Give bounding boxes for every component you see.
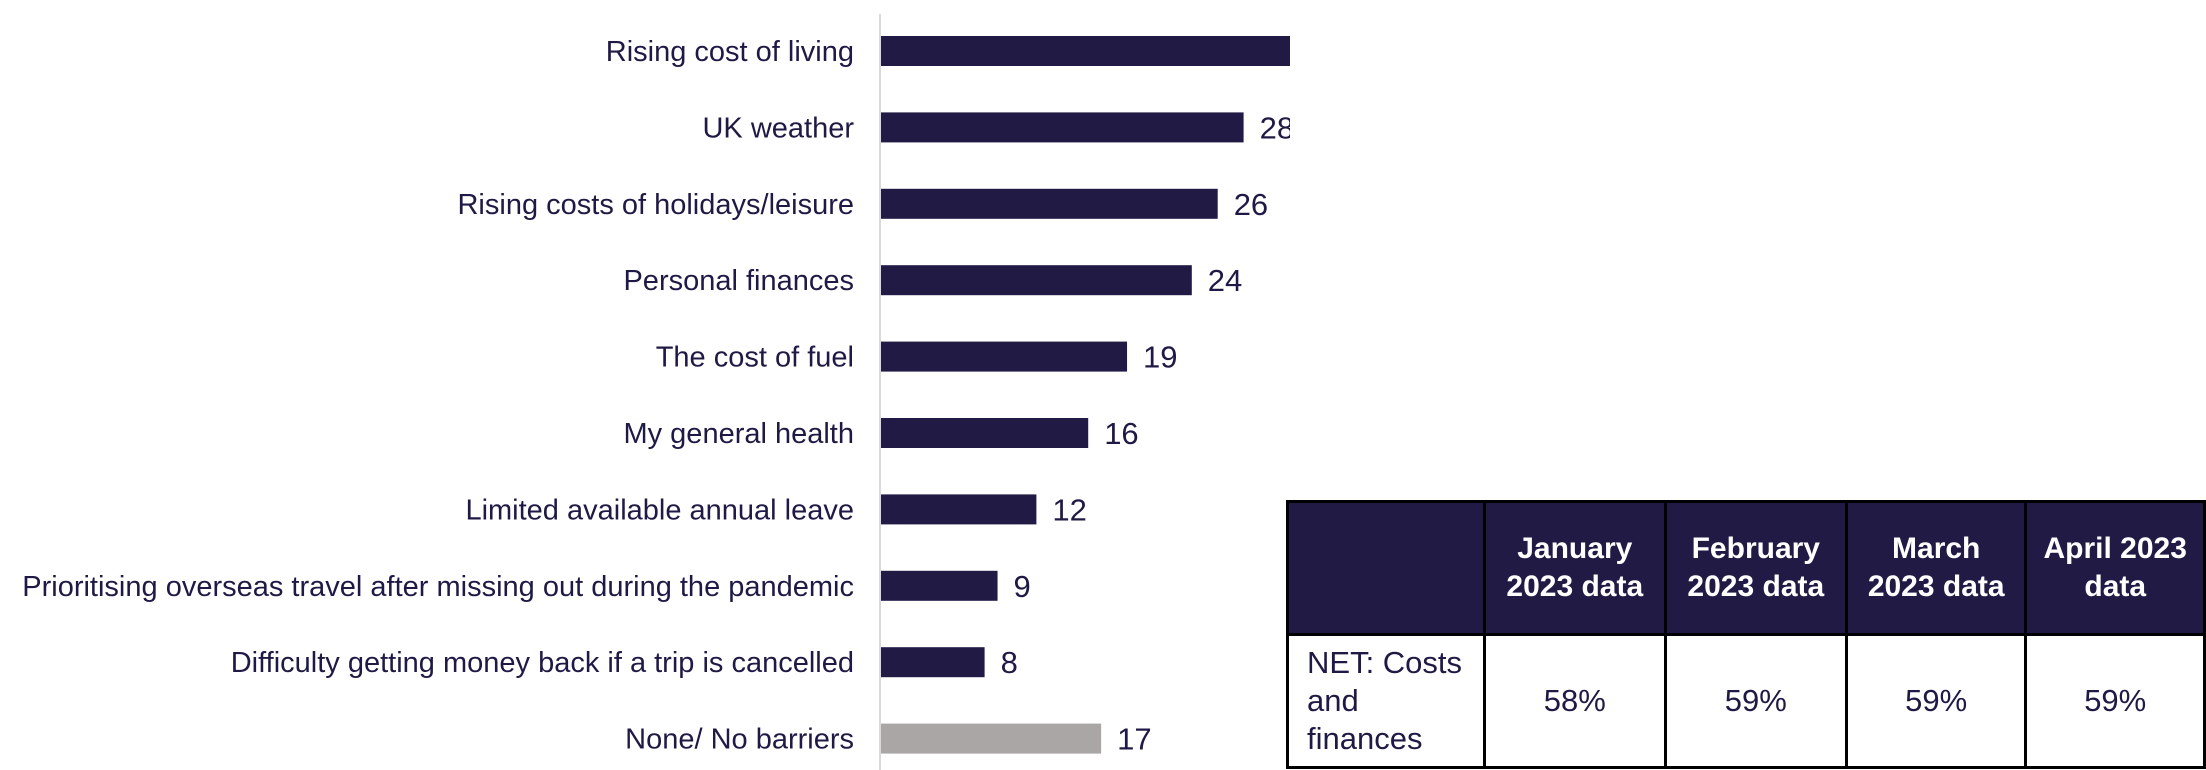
value-label-prioritising-overseas-travel-after-missing-out-during-the-pandemic: 9 bbox=[1014, 569, 1031, 604]
category-label-difficulty-getting-money-back-if-a-trip-is-cancelled: Difficulty getting money back if a trip … bbox=[231, 647, 854, 679]
category-label-my-general-health: My general health bbox=[623, 418, 854, 450]
category-label-the-cost-of-fuel: The cost of fuel bbox=[656, 342, 854, 374]
category-label-rising-cost-of-living: Rising cost of living bbox=[606, 36, 854, 68]
table-header-row: January 2023 data February 2023 data Mar… bbox=[1286, 500, 2206, 636]
bar-rising-cost-of-living bbox=[881, 36, 1290, 66]
bar-personal-finances bbox=[881, 265, 1192, 296]
bar-chart: Rising cost of living37UK weather28Risin… bbox=[22, 14, 1290, 770]
category-label-none-no-barriers: None/ No barriers bbox=[625, 724, 854, 756]
table-cell-february: 59% bbox=[1663, 633, 1848, 769]
bar-rising-costs-of-holidays-leisure bbox=[881, 188, 1218, 219]
value-label-uk-weather: 28 bbox=[1260, 110, 1290, 145]
table-header-april: April 2023 data bbox=[2024, 500, 2206, 636]
table-cell-january: 58% bbox=[1482, 633, 1667, 769]
bar-prioritising-overseas-travel-after-missing-out-during-the-pandemic bbox=[881, 570, 998, 601]
table-row-label: NET: Costs and finances bbox=[1286, 633, 1486, 769]
bar-difficulty-getting-money-back-if-a-trip-is-cancelled bbox=[881, 647, 985, 678]
value-label-limited-available-annual-leave: 12 bbox=[1052, 492, 1086, 527]
bars-group: Rising cost of living37UK weather28Risin… bbox=[22, 36, 1290, 757]
table-cell-march: 59% bbox=[1844, 633, 2028, 769]
table-header-february: February 2023 data bbox=[1663, 500, 1848, 636]
table-cell-april: 59% bbox=[2024, 633, 2206, 769]
value-label-my-general-health: 16 bbox=[1104, 416, 1138, 451]
table-row: NET: Costs and finances 58% 59% 59% 59% bbox=[1286, 633, 2206, 769]
value-label-personal-finances: 24 bbox=[1208, 263, 1242, 298]
summary-table: January 2023 data February 2023 data Mar… bbox=[1286, 500, 2206, 769]
value-label-the-cost-of-fuel: 19 bbox=[1143, 340, 1177, 375]
bar-none-no-barriers bbox=[881, 723, 1102, 754]
category-label-rising-costs-of-holidays-leisure: Rising costs of holidays/leisure bbox=[457, 189, 854, 221]
bar-the-cost-of-fuel bbox=[881, 341, 1128, 372]
table-header-march: March 2023 data bbox=[1844, 500, 2028, 636]
value-label-none-no-barriers: 17 bbox=[1117, 722, 1151, 757]
bar-limited-available-annual-leave bbox=[881, 494, 1037, 525]
category-label-prioritising-overseas-travel-after-missing-out-during-the-pandemic: Prioritising overseas travel after missi… bbox=[22, 571, 854, 603]
bar-my-general-health bbox=[881, 418, 1089, 448]
value-label-rising-costs-of-holidays-leisure: 26 bbox=[1234, 187, 1268, 222]
value-label-difficulty-getting-money-back-if-a-trip-is-cancelled: 8 bbox=[1001, 645, 1018, 680]
category-label-limited-available-annual-leave: Limited available annual leave bbox=[465, 494, 854, 526]
table-header-corner bbox=[1286, 500, 1486, 636]
category-label-personal-finances: Personal finances bbox=[623, 265, 854, 297]
table-header-january: January 2023 data bbox=[1482, 500, 1667, 636]
bar-uk-weather bbox=[881, 112, 1244, 143]
category-label-uk-weather: UK weather bbox=[702, 112, 854, 144]
